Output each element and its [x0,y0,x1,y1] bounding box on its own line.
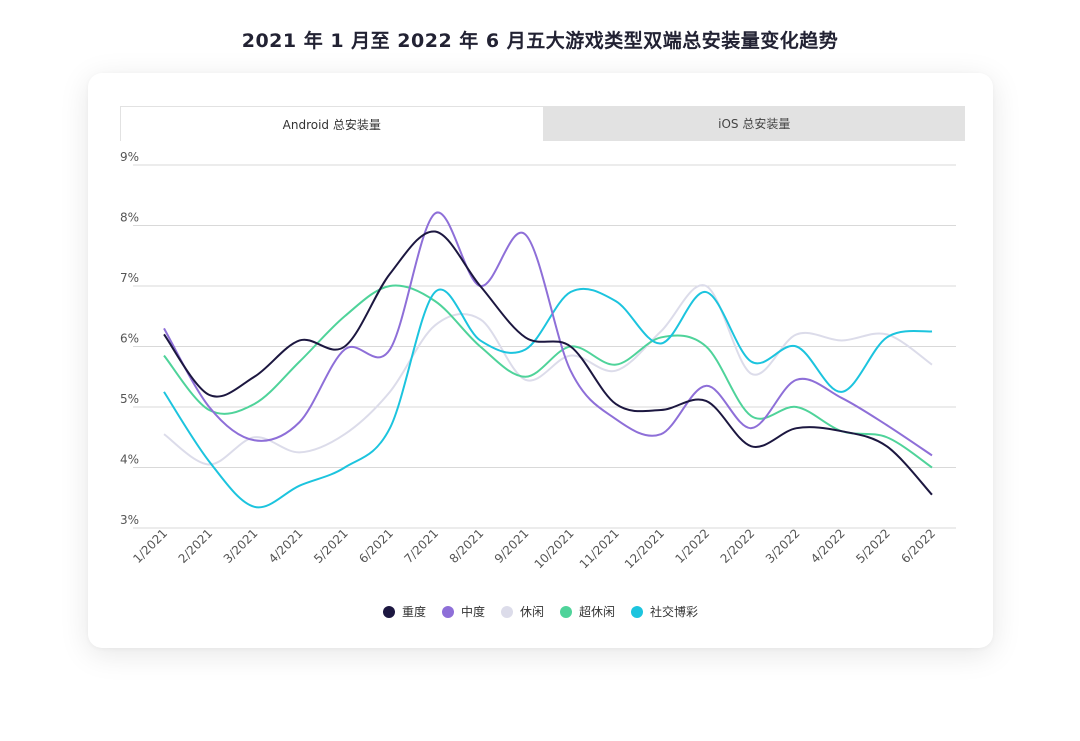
page-title: 2021 年 1 月至 2022 年 6 月五大游戏类型双端总安装量变化趋势 [241,30,839,52]
legend-label: 休闲 [519,605,544,619]
y-tick-label: 5% [120,392,139,406]
x-tick-label: 6/2021 [356,526,396,566]
legend-label: 中度 [460,605,485,619]
legend-label: 重度 [401,605,426,619]
series-line-2 [163,284,933,466]
x-tick-label: 7/2021 [401,526,441,566]
series-line-1 [163,211,933,457]
chart-card: Android 总安装量 iOS 总安装量 3% 4% 5% 6% 7% 8% 9% 1/20… [88,73,993,648]
legend-dot-icon [631,605,644,618]
y-tick-label: 9% [120,150,139,164]
y-tick-label: 4% [120,453,139,467]
x-tick-label: 6/2022 [898,526,938,566]
legend-item[interactable]: 超休闲 [560,603,615,620]
line-chart: 3%4%5%6%7%8%9%1/2021 2/2021 3/2021 4/2021 5/… [120,150,956,571]
legend-dot-icon [382,605,395,618]
legend-label: 超休闲 [579,605,616,619]
x-tick-label: 1/2021 [130,526,170,566]
x-tick-label: 2/2021 [176,526,216,566]
legend-item[interactable]: 社交博彩 [631,603,698,620]
tab-android-total-installs[interactable]: Android 总安装量 [120,106,544,141]
x-tick-label: 1/2022 [672,526,712,566]
legend-item[interactable]: 重度 [382,603,426,620]
x-tick-label: 3/2021 [221,526,261,566]
x-tick-label: 5/2021 [311,526,351,566]
x-tick-label: 2/2022 [718,526,758,566]
x-tick-label: 5/2022 [853,526,893,566]
legend-label: 社交博彩 [650,605,699,619]
y-tick-label: 8% [120,211,139,225]
series-line-3 [163,284,933,469]
x-tick-label: 11/2021 [577,526,622,571]
legend-item[interactable]: 中度 [441,603,485,620]
x-tick-label: 9/2021 [492,526,532,566]
y-tick-label: 6% [120,332,139,346]
chart-legend: 重度 中度 休闲 超休闲 社交博彩 [88,603,993,620]
x-tick-label: 10/2021 [532,526,577,571]
x-tick-label: 4/2022 [808,526,848,566]
x-tick-label: 3/2022 [763,526,803,566]
y-tick-label: 3% [120,513,139,527]
tab-bar: Android 总安装量 iOS 总安装量 [120,106,965,141]
legend-dot-icon [500,605,513,618]
tab-ios-total-installs[interactable]: iOS 总安装量 [543,106,965,141]
series-line-4 [163,287,933,509]
legend-dot-icon [441,605,454,618]
x-tick-label: 12/2021 [622,526,667,571]
x-tick-label: 8/2021 [447,526,487,566]
series-line-0 [163,230,933,496]
legend-dot-icon [560,605,572,618]
y-tick-label: 7% [120,271,139,285]
x-tick-label: 4/2021 [266,526,306,566]
legend-item[interactable]: 休闲 [500,603,544,620]
